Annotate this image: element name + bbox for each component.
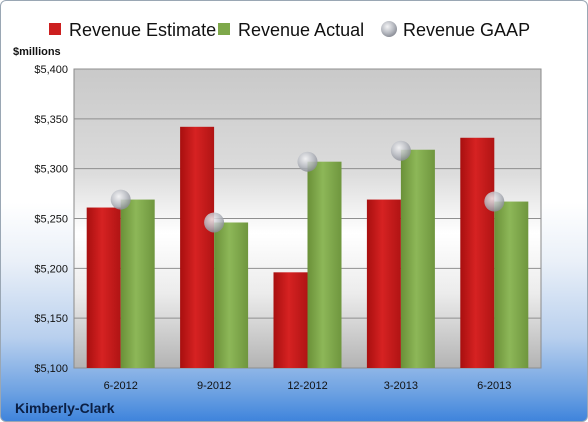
bar-revenue-actual bbox=[307, 161, 342, 368]
marker-revenue-gaap bbox=[484, 191, 505, 212]
bar-revenue-estimate bbox=[180, 126, 215, 368]
bar-revenue-actual bbox=[400, 149, 435, 368]
company-name: Kimberly-Clark bbox=[15, 400, 115, 416]
bar-revenue-estimate bbox=[366, 199, 401, 368]
legend-label: Revenue Actual bbox=[238, 20, 364, 40]
bar-revenue-estimate bbox=[86, 207, 121, 368]
bar-revenue-estimate bbox=[460, 137, 495, 368]
marker-revenue-gaap bbox=[110, 189, 131, 210]
bar-revenue-actual bbox=[494, 201, 529, 368]
legend-marker-gaap bbox=[381, 21, 397, 37]
x-tick-label: 6-2013 bbox=[477, 380, 511, 392]
legend-label: Revenue GAAP bbox=[403, 20, 530, 40]
x-tick-label: 3-2013 bbox=[384, 380, 418, 392]
legend-swatch bbox=[218, 23, 230, 35]
y-tick-label: $5,350 bbox=[34, 114, 68, 126]
x-tick-label: 9-2012 bbox=[197, 380, 231, 392]
y-tick-label: $5,150 bbox=[34, 313, 68, 325]
y-tick-label: $5,300 bbox=[34, 164, 68, 176]
y-tick-label: $5,100 bbox=[34, 363, 68, 375]
x-axis-ticks: 6-2012 9-2012 12-2012 3-2013 6-2013 bbox=[104, 380, 512, 392]
x-tick-label: 6-2012 bbox=[104, 380, 138, 392]
y-axis-ticks: $5,100 $5,150 $5,200 $5,250 $5,300 $5,350 $5,4… bbox=[34, 64, 68, 375]
y-tick-label: $5,400 bbox=[34, 64, 68, 76]
legend-swatch bbox=[49, 23, 61, 35]
marker-revenue-gaap bbox=[297, 151, 318, 172]
bar-revenue-actual bbox=[214, 222, 249, 368]
y-axis-unit-label: $millions bbox=[13, 46, 61, 58]
bars bbox=[86, 126, 529, 368]
bar-revenue-actual bbox=[120, 199, 155, 368]
legend: Revenue Estimate Revenue Actual Revenue GA… bbox=[49, 20, 530, 40]
marker-revenue-gaap bbox=[390, 140, 411, 161]
gaap-markers bbox=[110, 140, 505, 233]
marker-revenue-gaap bbox=[204, 212, 225, 233]
y-tick-label: $5,250 bbox=[34, 214, 68, 226]
y-tick-label: $5,200 bbox=[34, 263, 68, 275]
legend-label: Revenue Estimate bbox=[69, 20, 216, 40]
x-tick-label: 12-2012 bbox=[287, 380, 327, 392]
bar-revenue-estimate bbox=[273, 272, 308, 368]
